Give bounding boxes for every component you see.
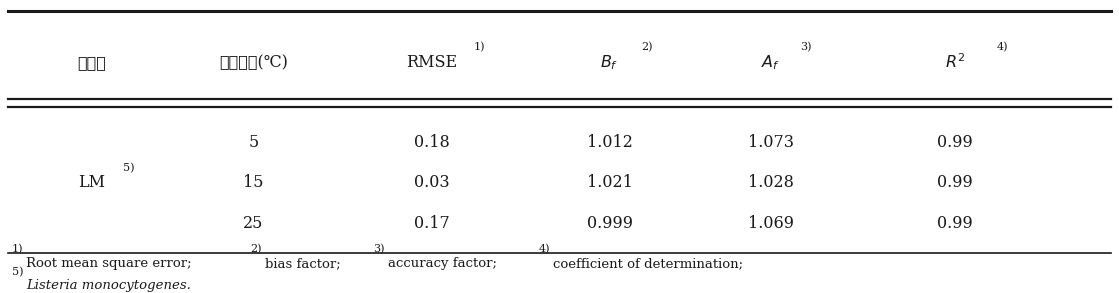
Text: 0.03: 0.03 <box>414 174 449 191</box>
Text: 0.18: 0.18 <box>414 134 450 151</box>
Text: LM: LM <box>78 174 105 191</box>
Text: 1): 1) <box>473 42 486 53</box>
Text: bias factor;: bias factor; <box>265 257 349 270</box>
Text: 3): 3) <box>800 42 811 53</box>
Text: 1.012: 1.012 <box>586 134 632 151</box>
Text: 2): 2) <box>641 42 652 53</box>
Text: 1.028: 1.028 <box>749 174 794 191</box>
Text: coefficient of determination;: coefficient of determination; <box>553 257 743 270</box>
Text: 0.999: 0.999 <box>586 215 632 232</box>
Text: 2): 2) <box>250 244 262 255</box>
Text: 15: 15 <box>243 174 264 191</box>
Text: accuracy factor;: accuracy factor; <box>387 257 505 270</box>
Text: RMSE: RMSE <box>406 54 457 71</box>
Text: 1): 1) <box>11 244 23 255</box>
Text: 5): 5) <box>11 267 23 277</box>
Text: 0.99: 0.99 <box>937 174 972 191</box>
Text: 4): 4) <box>997 42 1008 53</box>
Text: 5: 5 <box>248 134 258 151</box>
Text: 미생물: 미생물 <box>77 54 106 71</box>
Text: 0.17: 0.17 <box>414 215 450 232</box>
Text: Listeria monocytogenes.: Listeria monocytogenes. <box>27 279 191 292</box>
Text: $R^2$: $R^2$ <box>944 53 965 72</box>
Text: 1.069: 1.069 <box>749 215 794 232</box>
Text: 25: 25 <box>243 215 263 232</box>
Text: 3): 3) <box>373 244 385 255</box>
Text: 0.99: 0.99 <box>937 215 972 232</box>
Text: 저장온도(℃): 저장온도(℃) <box>219 54 288 71</box>
Text: $A_f$: $A_f$ <box>762 53 781 72</box>
Text: Root mean square error;: Root mean square error; <box>27 257 200 270</box>
Text: 4): 4) <box>538 244 551 255</box>
Text: 1.073: 1.073 <box>749 134 794 151</box>
Text: $B_f$: $B_f$ <box>601 53 619 72</box>
Text: 0.99: 0.99 <box>937 134 972 151</box>
Text: 1.021: 1.021 <box>586 174 632 191</box>
Text: 5): 5) <box>123 163 134 173</box>
